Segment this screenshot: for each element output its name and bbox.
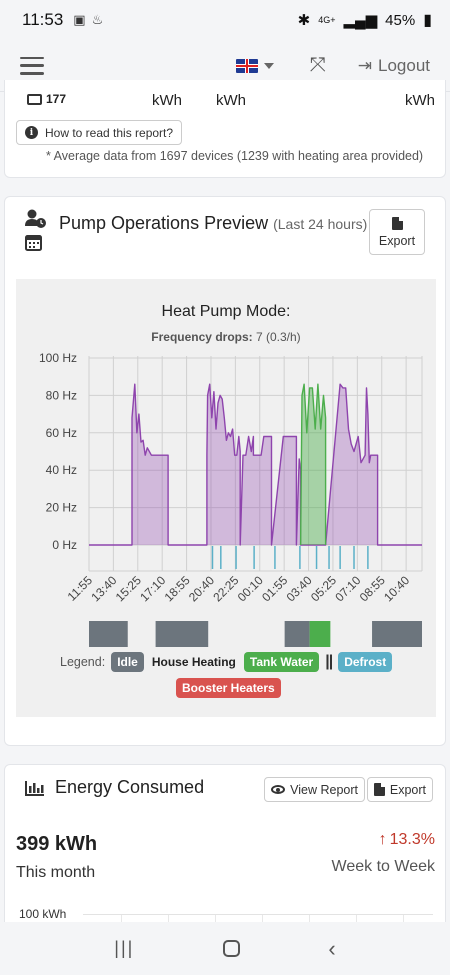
eye-icon bbox=[271, 785, 286, 794]
energy-export-button[interactable]: Export bbox=[366, 777, 433, 802]
view-report-button[interactable]: View Report bbox=[264, 777, 365, 802]
legend-booster-heaters[interactable]: Booster Heaters bbox=[176, 678, 281, 698]
network-type: 4G+ bbox=[318, 15, 336, 25]
caret-down-icon bbox=[263, 62, 274, 69]
frequency-drops-value: 7 (0.3/h) bbox=[256, 330, 301, 344]
info-icon: i bbox=[25, 126, 38, 139]
language-selector[interactable] bbox=[235, 58, 274, 73]
x-tick-label: 10:40 bbox=[381, 573, 412, 604]
chart-title: Heat Pump Mode: bbox=[162, 303, 291, 320]
home-icon[interactable] bbox=[222, 940, 240, 957]
mode-segment-house-heating bbox=[208, 621, 285, 647]
signal-icon: ▂▄▆ bbox=[343, 12, 378, 29]
arrow-up-icon: ↑ bbox=[378, 831, 387, 848]
x-tick-label: 01:55 bbox=[259, 573, 290, 604]
energy-value: 399 kWh bbox=[16, 833, 98, 855]
recent-apps-icon[interactable]: ||| bbox=[114, 938, 135, 958]
mode-segment-house-heating bbox=[127, 621, 156, 647]
how-to-read-button[interactable]: i How to read this report? bbox=[16, 120, 183, 145]
series-area-tank-water bbox=[300, 384, 326, 545]
legend-label: Legend: bbox=[60, 655, 106, 669]
status-bar: 11:53 ▣ ♨ ✱ 4G+ ▂▄▆ 45% ▮ bbox=[0, 0, 450, 40]
x-tick-label: 22:25 bbox=[210, 573, 241, 604]
mode-segment-idle bbox=[284, 621, 310, 647]
chart-subtitle: Frequency drops: 7 (0.3/h) bbox=[151, 330, 300, 344]
pump-ops-title: Pump Operations Preview (Last 24 hours) bbox=[59, 213, 368, 233]
x-tick-label: 20:40 bbox=[186, 573, 217, 604]
clock: 11:53 bbox=[22, 10, 64, 29]
menu-icon[interactable] bbox=[20, 56, 44, 75]
mode-segment-tank-water bbox=[309, 621, 331, 647]
legend-defrost[interactable]: Defrost bbox=[338, 652, 393, 672]
legend-tank-water[interactable]: Tank Water bbox=[243, 652, 320, 672]
bluetooth-icon: ✱ bbox=[297, 12, 311, 29]
energy-header: Energy Consumed View Report Export bbox=[25, 777, 435, 807]
frequency-drops-label: Frequency drops: bbox=[151, 330, 256, 344]
battery-icon: ▮ bbox=[423, 12, 432, 29]
x-tick-label: 03:40 bbox=[284, 573, 315, 604]
y-tick-label: 100 Hz bbox=[39, 351, 77, 365]
logout-icon: ⇥ bbox=[357, 55, 372, 75]
x-tick-label: 18:55 bbox=[162, 573, 193, 604]
device-count: 177 bbox=[27, 92, 66, 106]
change-caption: Week to Week bbox=[331, 858, 435, 875]
energy-title: Energy Consumed bbox=[55, 777, 205, 797]
x-tick-label: 17:10 bbox=[137, 573, 168, 604]
change-percent: ↑ 13.3% bbox=[378, 831, 435, 848]
device-icon bbox=[27, 93, 42, 105]
x-tick-label: 05:25 bbox=[308, 573, 339, 604]
mode-segment-idle bbox=[89, 621, 128, 647]
csv-file-icon bbox=[373, 783, 385, 796]
gallery-icon: ▣ bbox=[73, 12, 86, 27]
mode-segment-idle bbox=[155, 621, 209, 647]
legend-house-heating[interactable]: House Heating bbox=[151, 655, 236, 669]
logout-label: Logout bbox=[378, 55, 430, 75]
csv-file-icon bbox=[391, 216, 403, 230]
y-tick-label: 60 Hz bbox=[46, 426, 77, 440]
pump-operations-card: Pump Operations Preview (Last 24 hours) … bbox=[4, 196, 446, 746]
mode-segment-house-heating bbox=[330, 621, 373, 647]
x-tick-label: 13:40 bbox=[88, 573, 119, 604]
unit-kwh-1: kWh bbox=[152, 92, 182, 109]
heat-pump-chart: Heat Pump Mode: Frequency drops: 7 (0.3/h… bbox=[39, 303, 423, 647]
x-tick-label: 00:10 bbox=[235, 573, 266, 604]
unit-kwh-2: kWh bbox=[216, 92, 246, 109]
legend-row-2: Booster Heaters bbox=[176, 678, 281, 698]
summary-card: 177 kWh kWh kWh i How to read this repor… bbox=[4, 80, 446, 178]
average-note: * Average data from 1697 devices (1239 w… bbox=[46, 149, 424, 163]
user-schedule-icon bbox=[25, 209, 46, 251]
x-tick-label: 08:55 bbox=[357, 573, 388, 604]
uk-flag-icon bbox=[235, 58, 258, 73]
system-navigation-bar: ||| ‹ bbox=[0, 922, 450, 975]
legend-idle[interactable]: Idle bbox=[111, 652, 144, 672]
legend-row-1: Legend: Idle House Heating Tank Water ||… bbox=[60, 652, 393, 672]
fullscreen-icon[interactable]: ⤧ bbox=[309, 54, 326, 76]
x-tick-label: 11:55 bbox=[65, 573, 96, 604]
energy-value-caption: This month bbox=[16, 864, 96, 881]
mode-segment-idle bbox=[372, 621, 422, 647]
heat-pump-chart-panel: Heat Pump Mode: Frequency drops: 7 (0.3/h… bbox=[16, 279, 436, 717]
pump-ops-header: Pump Operations Preview (Last 24 hours) … bbox=[25, 209, 435, 259]
notification-icon: ♨ bbox=[91, 12, 104, 27]
y-tick-label: 20 Hz bbox=[46, 501, 77, 515]
back-icon[interactable]: ‹ bbox=[328, 935, 336, 961]
energy-axis-top: 100 kWh bbox=[19, 907, 67, 921]
y-tick-label: 40 Hz bbox=[46, 463, 77, 477]
logout-button[interactable]: ⇥ Logout bbox=[358, 56, 430, 76]
y-tick-label: 0 Hz bbox=[52, 538, 77, 552]
bar-chart-icon bbox=[25, 781, 44, 796]
legend-separator: || bbox=[325, 653, 333, 670]
pump-ops-export-button[interactable]: Export bbox=[369, 209, 425, 255]
battery-level: 45% bbox=[385, 11, 416, 29]
y-tick-label: 80 Hz bbox=[46, 388, 77, 402]
pump-ops-period: (Last 24 hours) bbox=[273, 216, 368, 232]
unit-kwh-3: kWh bbox=[405, 92, 435, 109]
x-tick-label: 07:10 bbox=[332, 573, 363, 604]
series-line-tank-water bbox=[299, 383, 327, 546]
series-area-house-heating bbox=[89, 384, 422, 545]
series-line-house-heating bbox=[89, 383, 422, 546]
x-tick-label: 15:25 bbox=[113, 573, 144, 604]
